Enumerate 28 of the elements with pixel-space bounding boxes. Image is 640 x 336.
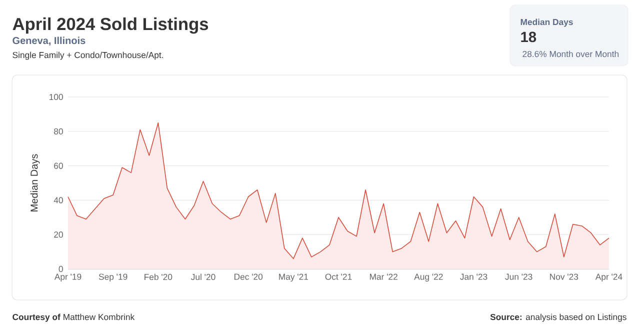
x-tick-label: Dec '20 bbox=[234, 274, 263, 280]
y-tick-label: 20 bbox=[54, 232, 63, 238]
text: Median Days bbox=[520, 18, 573, 27]
y-axis-title: Median Days bbox=[30, 154, 40, 212]
y-tick-label: 0 bbox=[58, 266, 63, 272]
x-tick-label: Sep '19 bbox=[98, 274, 128, 282]
x-tick-label: Jan '23 bbox=[460, 274, 488, 280]
y-tick-label: 60 bbox=[54, 162, 63, 169]
x-tick-label: Aug '22 bbox=[414, 274, 443, 282]
y-tick-label: 80 bbox=[54, 128, 63, 134]
text: Courtesy of Matthew Kombrink bbox=[12, 314, 135, 322]
x-tick-label: Nov '23 bbox=[550, 274, 578, 280]
chart-title: April 2024 Sold Listings bbox=[12, 17, 208, 34]
x-tick-label: May '21 bbox=[279, 274, 308, 282]
x-tick-label: Feb '20 bbox=[144, 274, 172, 280]
text: Single Family + Condo/Townhouse/Apt. bbox=[12, 52, 163, 60]
x-tick-label: Oct '21 bbox=[325, 274, 352, 280]
x-tick-label: Apr '24 bbox=[595, 274, 622, 282]
text: Source: analysis based on Listings bbox=[490, 314, 626, 322]
x-tick-label: Jun '23 bbox=[505, 274, 532, 280]
text: 28.6% Month over Month bbox=[522, 50, 618, 58]
x-tick-label: Mar '22 bbox=[370, 274, 398, 280]
y-tick-label: 100 bbox=[50, 94, 63, 100]
y-tick-label: 40 bbox=[54, 197, 63, 204]
x-tick-label: Jul '20 bbox=[190, 274, 216, 280]
chart-subtitle: Geneva, Illinois bbox=[12, 36, 86, 46]
x-tick-label: Apr '19 bbox=[54, 274, 82, 282]
text: 18 bbox=[521, 32, 536, 42]
